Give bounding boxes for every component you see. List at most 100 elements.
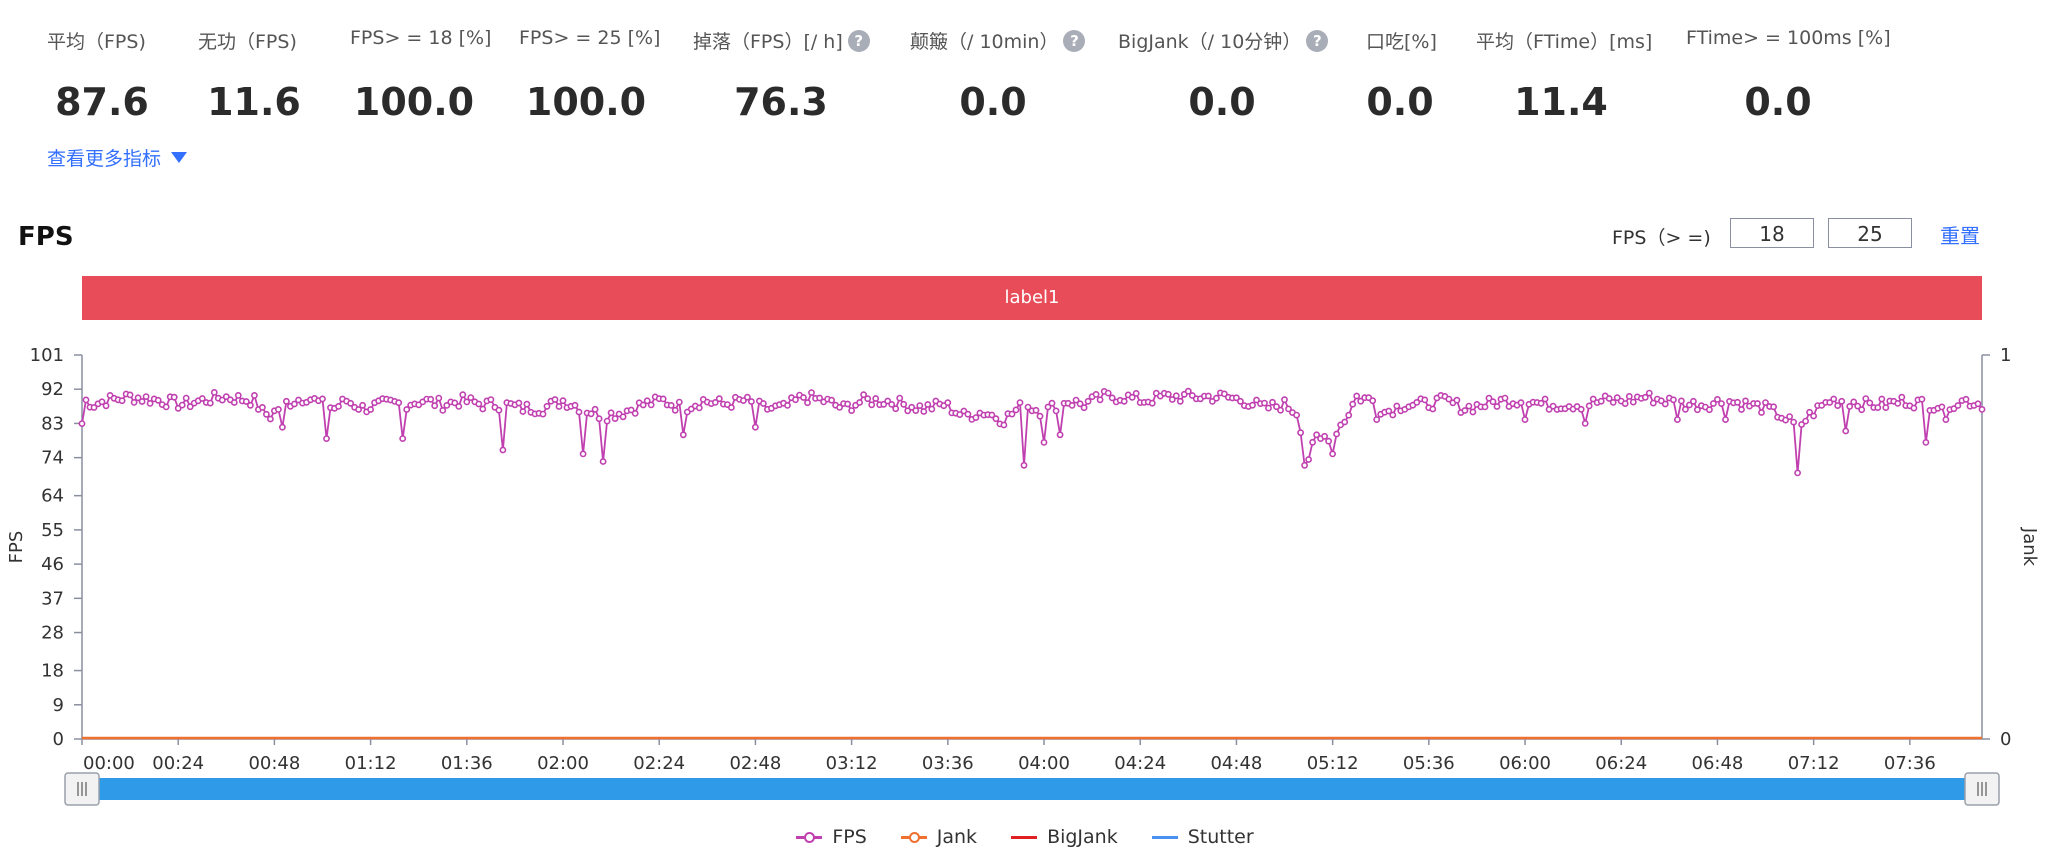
fps-point [1465, 402, 1473, 410]
fps-point [1040, 439, 1048, 446]
fps-threshold-low-input[interactable]: 18 [1730, 218, 1814, 248]
legend-marker [796, 830, 823, 844]
metric-value: 0.0 [1366, 80, 1434, 124]
help-icon[interactable]: ? [847, 29, 870, 52]
fps-point [916, 402, 924, 409]
metric-label: 口吃[%] [1366, 27, 1437, 54]
fps-point [1589, 395, 1597, 403]
fps-point [555, 403, 563, 410]
fps-point [848, 407, 855, 414]
legend-item-jank[interactable]: Jank [900, 826, 977, 848]
fps-point [1806, 408, 1813, 416]
fps-point [1108, 394, 1116, 402]
fps-point [587, 410, 595, 418]
fps-point [896, 394, 904, 402]
fps-point [1132, 390, 1140, 397]
fps-point [443, 402, 451, 409]
y-tick-label: 28 [41, 623, 64, 644]
fps-point [884, 397, 892, 405]
fps-point [262, 410, 270, 418]
x-tick-label: 02:00 [537, 753, 589, 774]
legend-item-fps[interactable]: FPS [796, 826, 867, 848]
label-band[interactable]: label1 [82, 276, 1982, 320]
fps-point [1597, 397, 1605, 405]
y-tick-label: 0 [53, 729, 64, 750]
fps-point [904, 407, 912, 415]
fps-point [1882, 404, 1890, 411]
fps-point [1706, 406, 1713, 414]
fps-point [1974, 400, 1982, 408]
fps-point [1084, 397, 1092, 405]
metric-label-text: 无功（FPS) [198, 31, 297, 53]
fps-point [1357, 397, 1365, 405]
fps-point [1205, 392, 1212, 400]
fps-point [804, 399, 811, 407]
fps-point [1373, 416, 1381, 423]
fps-point [218, 396, 226, 404]
fps-point [266, 415, 274, 423]
x-tick-label: 04:00 [1018, 753, 1070, 774]
fps-point [1249, 401, 1256, 409]
fps-point [631, 410, 639, 417]
fps-point [1537, 399, 1545, 407]
fps-point [551, 396, 559, 403]
legend-item-bigjank[interactable]: BigJank [1011, 826, 1118, 848]
fps-point [675, 398, 683, 406]
fps-point [206, 399, 214, 407]
more-metrics-label[interactable]: 查看更多指标 [47, 148, 162, 170]
fps-point [1213, 394, 1220, 402]
fps-point [367, 406, 374, 413]
fps-point [1878, 395, 1886, 403]
fps-point [920, 408, 928, 415]
fps-point [1168, 396, 1176, 403]
fps-point [539, 410, 547, 418]
fps-point [246, 401, 254, 409]
fps-point [198, 395, 206, 402]
fps-threshold-high-input[interactable]: 25 [1828, 218, 1912, 248]
more-metrics-link[interactable]: 查看更多指标 [47, 144, 188, 171]
x-tick-label: 00:24 [152, 753, 204, 774]
fps-point [146, 400, 154, 407]
time-range-slider[interactable] [82, 778, 1982, 800]
fps-point [912, 407, 920, 414]
help-icon[interactable]: ? [1063, 29, 1086, 52]
legend-marker [1011, 830, 1038, 844]
fps-point [1838, 397, 1846, 405]
x-tick-label: 05:36 [1403, 753, 1455, 774]
fps-point [659, 395, 667, 403]
help-icon[interactable]: ? [1306, 29, 1329, 52]
fps-point [1325, 437, 1332, 445]
fps-point [1605, 395, 1613, 402]
fps-point [1269, 398, 1276, 406]
fps-point [162, 403, 170, 411]
fps-point [1826, 399, 1834, 406]
fps-point [1293, 411, 1300, 419]
fps-point [571, 401, 579, 409]
fps-point [1790, 418, 1797, 426]
fps-point [1625, 393, 1633, 400]
fps-point [403, 406, 411, 413]
fps-point [1978, 406, 1986, 413]
x-tick-label: 05:12 [1307, 753, 1359, 774]
reset-button[interactable]: 重置 [1940, 224, 1980, 248]
fps-point [1120, 397, 1128, 405]
fps-point [1493, 403, 1501, 410]
y-axis-title: FPS [6, 531, 27, 564]
fps-point [1261, 399, 1268, 407]
fps-point [1393, 402, 1401, 410]
fps-point [1722, 416, 1729, 423]
fps-point [1874, 404, 1882, 411]
fps-point [319, 395, 326, 403]
fps-point [1517, 399, 1525, 407]
fps-point [258, 404, 266, 411]
fps-point [1810, 412, 1817, 420]
fps-point [872, 395, 880, 402]
legend-item-stutter[interactable]: Stutter [1151, 826, 1254, 848]
fps-point [431, 402, 439, 410]
fps-point [928, 405, 936, 413]
fps-point [892, 405, 900, 413]
fps-point [1461, 407, 1469, 414]
metric-label-text: 平均（FPS) [47, 31, 146, 53]
caret-down-icon[interactable] [171, 152, 188, 163]
x-tick-label: 07:12 [1788, 753, 1840, 774]
